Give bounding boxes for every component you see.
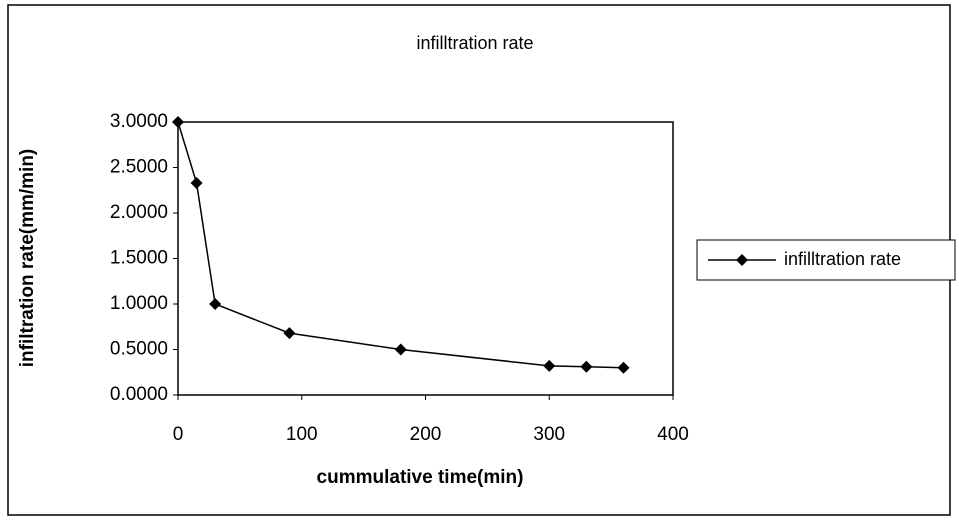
x-tick-label: 0 [173, 424, 184, 445]
x-tick-label: 400 [657, 424, 689, 445]
y-tick-label: 2.0000 [110, 202, 168, 223]
y-tick-label: 0.5000 [110, 339, 168, 360]
data-point [209, 298, 222, 310]
legend-label: infilltration rate [784, 249, 901, 269]
data-point [394, 343, 407, 356]
data-point [283, 327, 296, 340]
plot-area [177, 121, 674, 396]
y-axis-label: infiltration rate(mm/min) [17, 149, 38, 368]
data-point [543, 359, 556, 372]
x-tick-label: 300 [533, 424, 565, 445]
chart-title: infilltration rate [416, 33, 533, 53]
x-tick-label: 100 [286, 424, 318, 445]
y-tick-label: 3.0000 [110, 111, 168, 132]
x-axis-label: cummulative time(min) [317, 467, 524, 488]
x-tick-label: 200 [410, 424, 442, 445]
data-point [617, 361, 630, 374]
y-tick-label: 1.0000 [110, 293, 168, 314]
series-line [177, 121, 624, 369]
y-tick-label: 2.5000 [110, 157, 168, 178]
data-point [172, 116, 184, 128]
legend-marker [736, 254, 748, 266]
data-point [190, 176, 203, 189]
y-tick-label: 0.0000 [110, 384, 168, 405]
y-tick-label: 1.5000 [110, 248, 168, 269]
data-point [580, 360, 593, 373]
